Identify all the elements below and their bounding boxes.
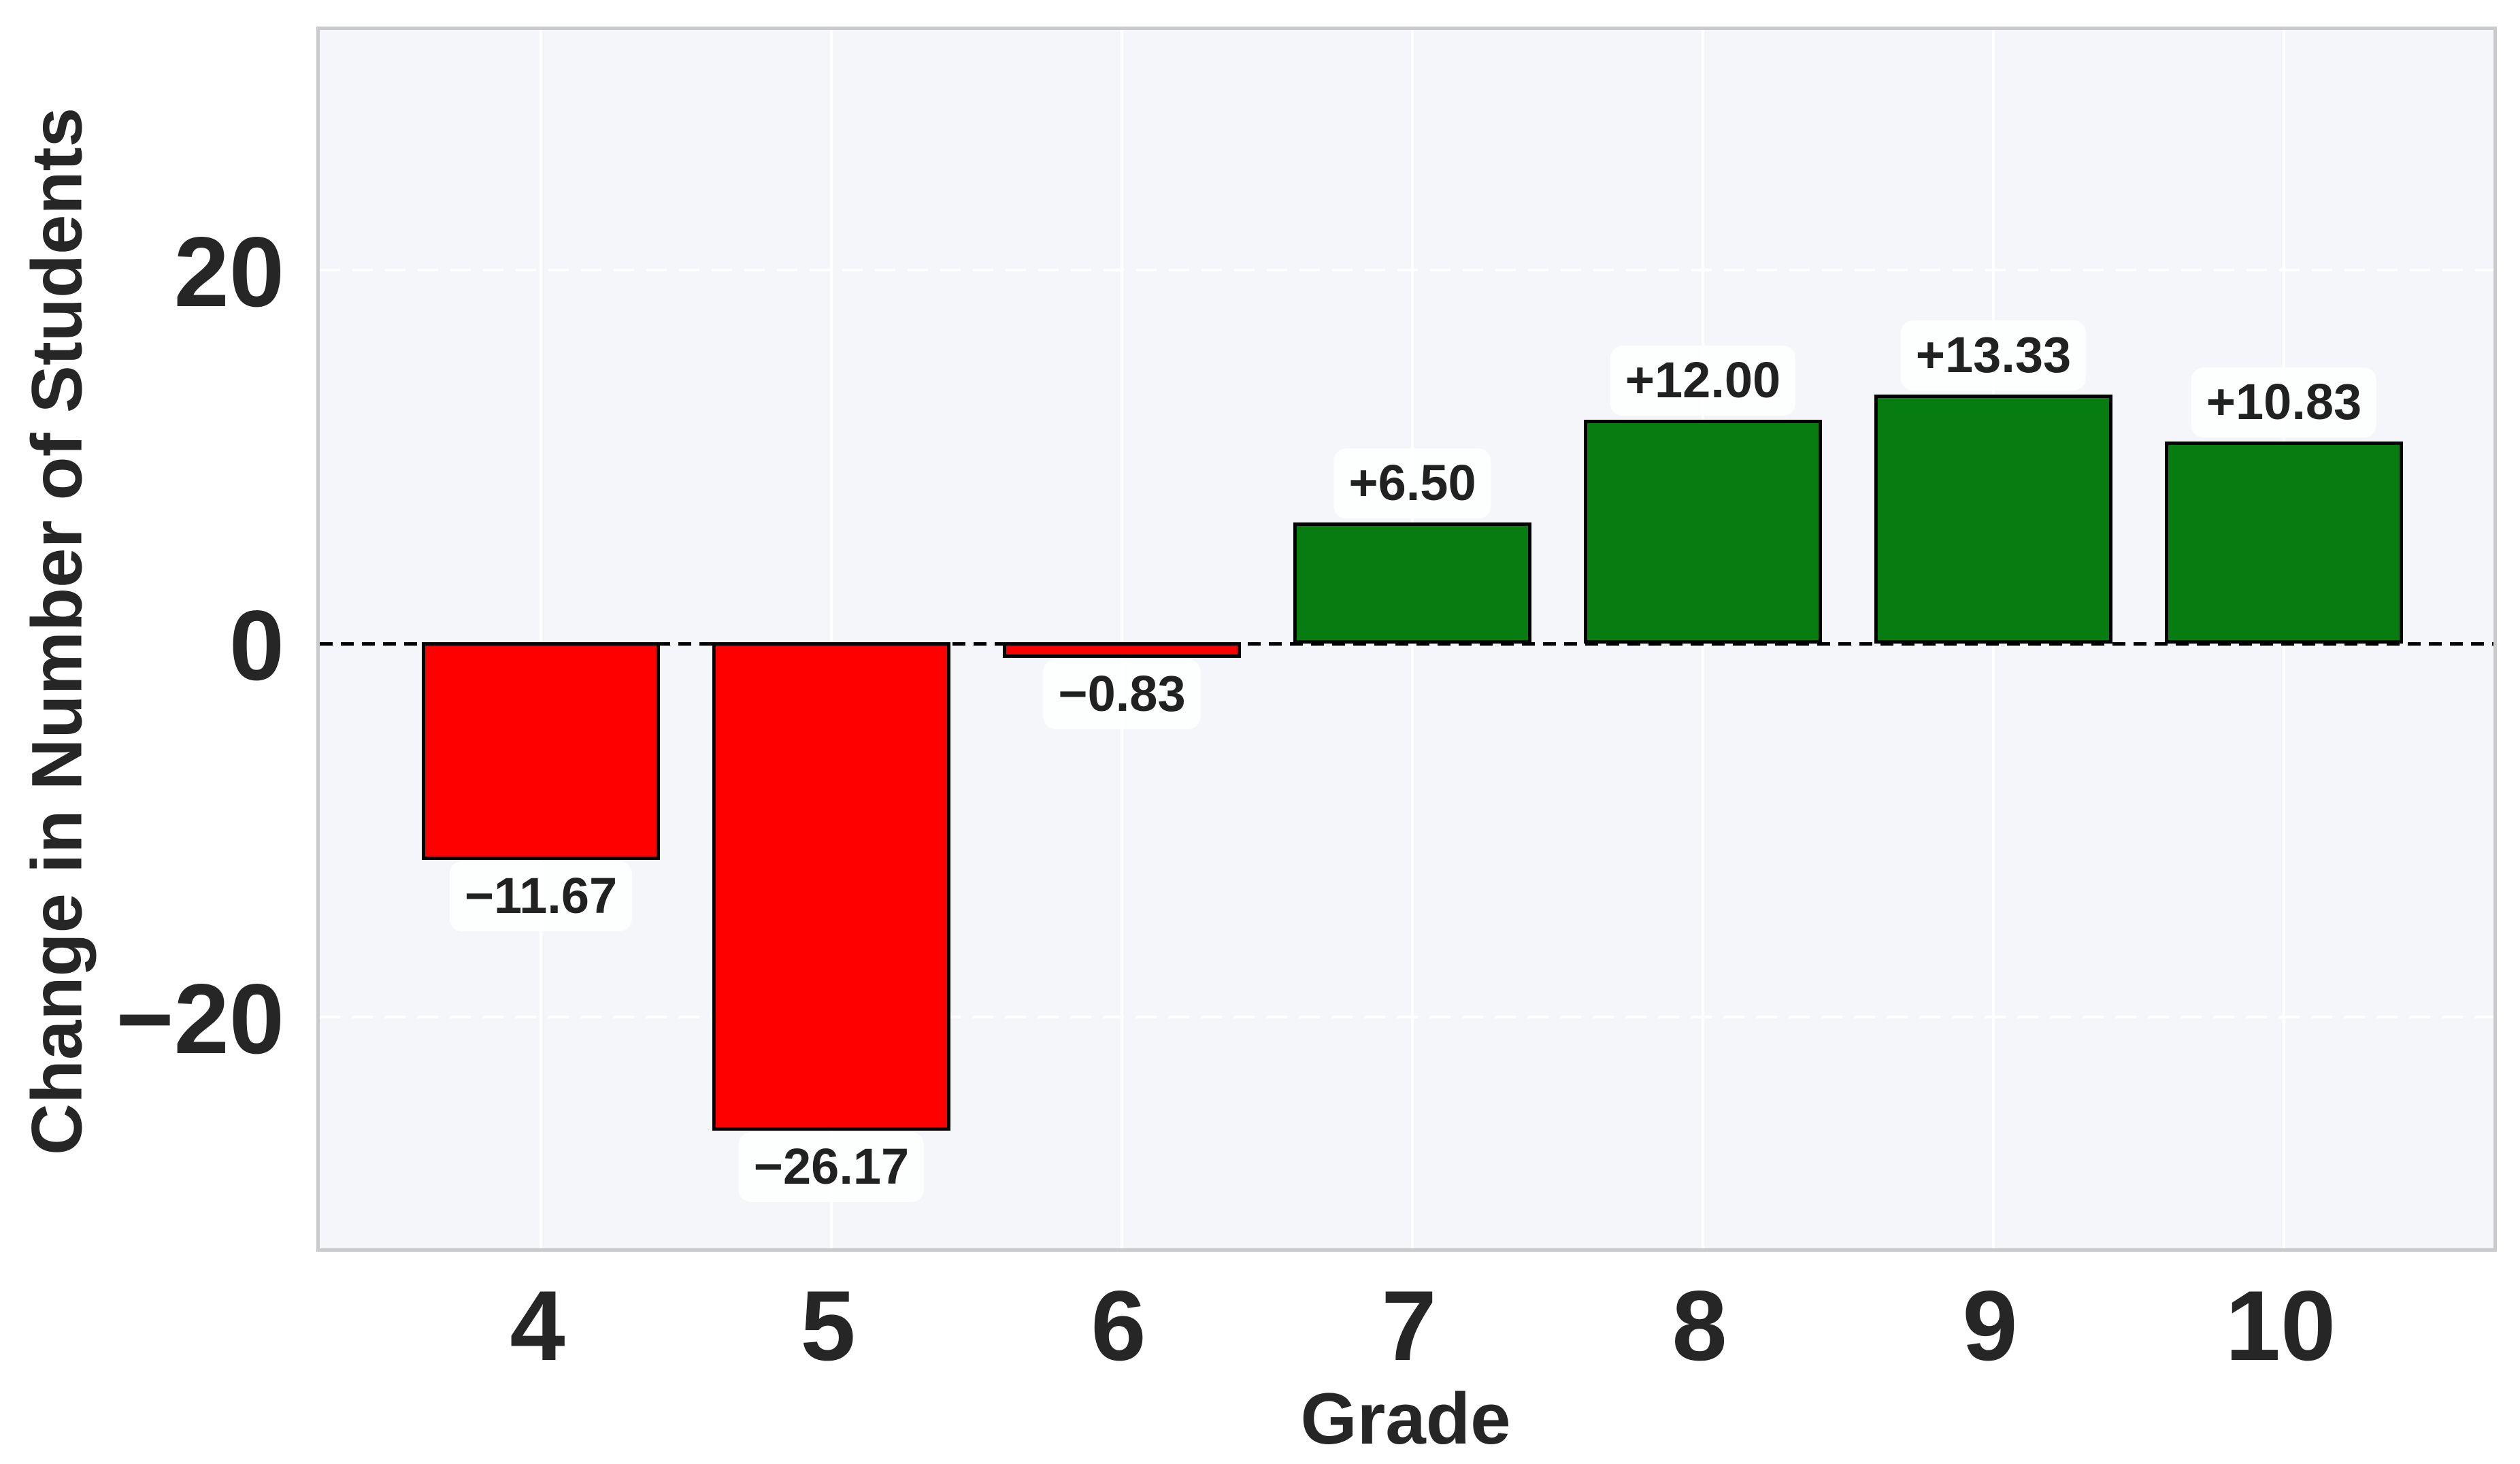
bar-grade-7	[1293, 522, 1531, 644]
x-tick-6: 6	[1091, 1270, 1146, 1381]
y-tick-0: 0	[229, 590, 284, 701]
x-axis-label: Grade	[1300, 1378, 1511, 1459]
horizontal-gridline-−20	[320, 1016, 2493, 1018]
bar-grade-6	[1003, 642, 1241, 658]
horizontal-gridline-20	[320, 269, 2493, 271]
plot-area: −11.67 −26.17 −0.83 +6.50 +12.00 +13.33 +10.83	[316, 27, 2497, 1252]
bar-grade-5	[712, 642, 950, 1131]
vertical-gridline-6	[1121, 30, 1123, 1248]
zero-baseline	[320, 642, 2493, 646]
value-label-grade-8: +12.00	[1610, 346, 1796, 416]
x-tick-7: 7	[1381, 1270, 1437, 1381]
x-tick-5: 5	[800, 1270, 856, 1381]
y-tick-20: 20	[173, 216, 284, 327]
value-label-grade-4: −11.67	[449, 861, 633, 931]
bar-grade-10	[2165, 442, 2403, 644]
bar-grade-4	[422, 642, 660, 860]
value-label-grade-7: +6.50	[1333, 448, 1491, 518]
bar-grade-9	[1874, 395, 2112, 644]
value-label-grade-6: −0.83	[1043, 659, 1201, 729]
x-tick-10: 10	[2225, 1270, 2336, 1381]
x-tick-9: 9	[1962, 1270, 2018, 1381]
vertical-gridline-4	[540, 30, 542, 1248]
y-tick-−20: −20	[116, 963, 284, 1074]
x-tick-8: 8	[1672, 1270, 1727, 1381]
x-tick-4: 4	[510, 1270, 565, 1381]
value-label-grade-9: +13.33	[1900, 320, 2087, 390]
value-label-grade-10: +10.83	[2191, 367, 2377, 437]
bar-grade-8	[1584, 420, 1822, 644]
vertical-gridline-5	[830, 30, 833, 1248]
value-label-grade-5: −26.17	[738, 1132, 925, 1202]
